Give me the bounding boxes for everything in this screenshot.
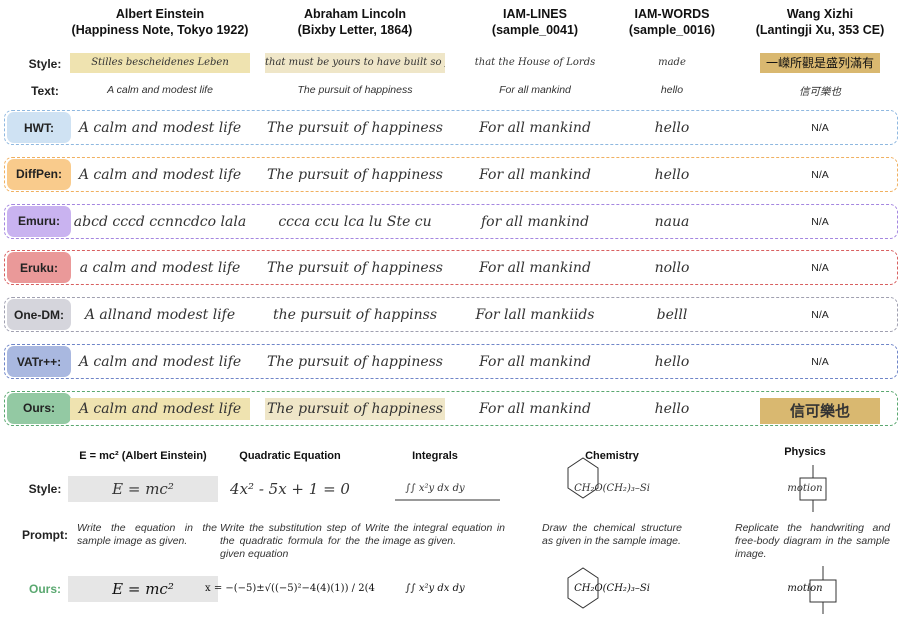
generated-handwriting: The pursuit of happiness <box>266 260 443 277</box>
generated-handwriting: The pursuit of happiness <box>266 120 443 136</box>
column-source: (Happiness Note, Tokyo 1922) <box>71 23 249 37</box>
row-label: Prompt: <box>22 528 68 542</box>
formula-output: x = −(−5)±√((−5)²−4(4)(1)) / 2(4) <box>205 583 375 594</box>
generated-handwriting: the pursuit of happinss <box>272 307 437 324</box>
method-label: HWT: <box>7 112 71 143</box>
generated-handwriting: belll <box>656 307 688 324</box>
method-row <box>4 250 898 286</box>
formula-header: Integrals <box>412 450 458 462</box>
formula-style: 4x² - 5x + 1 = 0 <box>230 480 350 498</box>
method-row <box>4 110 898 145</box>
formula-style: motion <box>787 483 823 494</box>
generated-handwriting: A calm and modest life <box>78 120 242 136</box>
method-row <box>4 297 898 333</box>
generated-handwriting: hello <box>654 400 690 417</box>
method-row <box>4 390 898 426</box>
generated-handwriting: A allnand modest life <box>84 307 236 324</box>
text-sample: 信可樂也 <box>799 86 841 98</box>
generated-handwriting: for all mankind <box>480 213 590 230</box>
column-source: (sample_0016) <box>628 23 716 37</box>
generated-handwriting: abcd cccd ccnncdco lala <box>73 213 247 230</box>
method-label: Ours: <box>7 392 71 424</box>
prompt-text: Write the substitution step of the quadr… <box>220 522 360 560</box>
method-label: Eruku: <box>7 252 71 284</box>
generated-handwriting: ccca ccu lca lu Ste cu <box>278 213 432 230</box>
generated-handwriting: For all mankind <box>479 400 591 417</box>
row-label: Style: <box>28 482 62 496</box>
generated-handwriting: The pursuit of happiness <box>266 354 443 370</box>
style-sample: Stilles bescheidenes Leben <box>70 53 250 73</box>
formula-output: E = mc² <box>68 576 218 602</box>
text-sample: hello <box>660 84 684 96</box>
column-name: Albert Einstein <box>115 7 205 21</box>
formula-output: ∫∫ x²y dx dy <box>405 583 465 594</box>
generated-handwriting: The pursuit of happiness <box>265 397 445 420</box>
na-text: N/A <box>811 215 829 228</box>
na-text: N/A <box>811 168 829 181</box>
column-source: (Bixby Letter, 1864) <box>297 23 413 37</box>
formula-header: Physics <box>784 446 826 458</box>
column-source: (sample_0041) <box>491 23 579 37</box>
row-label: Ours: <box>28 582 61 596</box>
style-sample: that the House of Lords <box>474 57 596 68</box>
prompt-text: Write the equation in the sample image a… <box>77 522 217 547</box>
method-row <box>4 344 898 379</box>
column-name: IAM-WORDS <box>634 7 710 21</box>
prompt-text: Replicate the handwriting and free-body … <box>735 522 890 560</box>
row-label: Style: <box>28 57 62 71</box>
generated-handwriting: For all mankind <box>479 120 591 136</box>
text-sample: The pursuit of happiness <box>297 84 413 96</box>
method-label: DiffPen: <box>7 158 71 190</box>
formula-header: Chemistry <box>585 450 639 462</box>
column-name: IAM-LINES <box>503 7 567 21</box>
formula-style: ∫∫ x²y dx dy <box>405 483 465 494</box>
style-sample: 一嶸所觀是盛列滿有 <box>760 53 880 73</box>
formula-style: E = mc² <box>68 476 218 502</box>
generated-handwriting: nollo <box>654 260 690 277</box>
na-text: N/A <box>811 309 829 322</box>
generated-handwriting: naua <box>654 213 690 230</box>
method-row <box>4 203 898 239</box>
method-label: VATr++: <box>7 346 71 377</box>
generated-handwriting: hello <box>654 166 690 183</box>
generated-handwriting: A calm and modest life <box>78 166 242 183</box>
na-text: N/A <box>811 356 829 368</box>
method-label: One-DM: <box>7 299 71 331</box>
formula-style: CH₂O(CH₂)₃–Si <box>574 483 650 494</box>
formula-output: CH₂O(CH₂)₃–Si <box>574 583 650 594</box>
generated-handwriting: For lall mankiids <box>475 307 595 324</box>
method-label: Emuru: <box>7 205 71 237</box>
generated-handwriting: For all mankind <box>479 260 591 277</box>
generated-handwriting: hello <box>654 354 690 370</box>
na-text: N/A <box>811 122 829 134</box>
style-sample: that must be yours to have built so fitt… <box>265 53 445 73</box>
column-name: Abraham Lincoln <box>303 7 407 21</box>
text-sample: A calm and modest life <box>107 84 213 96</box>
prompt-text: Write the integral equation in the image… <box>365 522 505 547</box>
column-name: Wang Xizhi <box>786 7 854 21</box>
formula-output: motion <box>787 583 823 594</box>
generated-handwriting: a calm and modest life <box>79 260 241 277</box>
generated-handwriting: hello <box>654 120 690 136</box>
generated-handwriting: The pursuit of happiness <box>266 166 443 183</box>
text-sample: For all mankind <box>499 84 571 96</box>
method-row <box>4 156 898 192</box>
prompt-text: Draw the chemical structure as given in … <box>542 522 682 547</box>
style-sample: made <box>658 57 686 68</box>
generated-handwriting: For all mankind <box>479 354 591 370</box>
generated-handwriting: A calm and modest life <box>78 354 242 370</box>
column-source: (Lantingji Xu, 353 CE) <box>755 23 885 37</box>
na-text: N/A <box>811 262 829 275</box>
row-label: Text: <box>31 84 59 98</box>
formula-header: Quadratic Equation <box>239 450 341 462</box>
generated-handwriting: 信可樂也 <box>760 397 880 424</box>
formula-header: E = mc² (Albert Einstein) <box>79 450 207 462</box>
generated-handwriting: For all mankind <box>479 166 591 183</box>
generated-handwriting: A calm and modest life <box>70 397 250 420</box>
